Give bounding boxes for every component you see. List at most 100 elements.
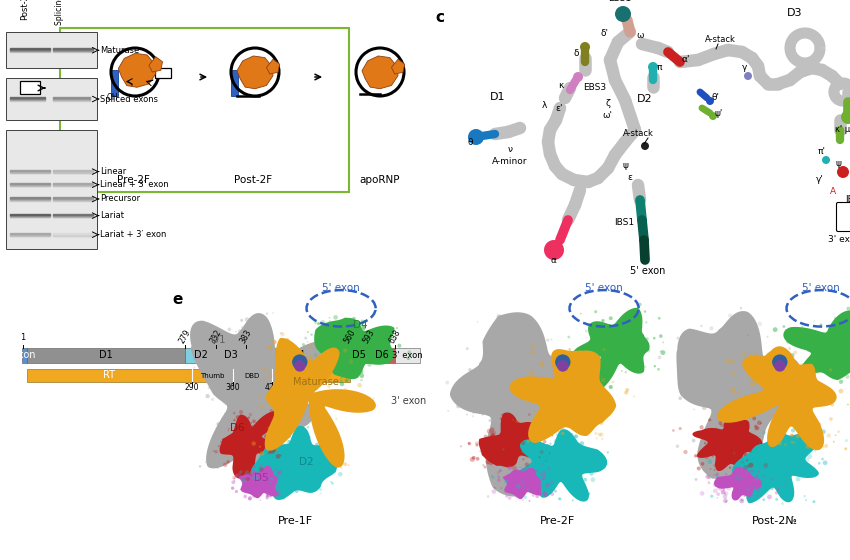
Circle shape bbox=[373, 398, 375, 399]
Circle shape bbox=[736, 477, 739, 479]
Circle shape bbox=[553, 425, 556, 428]
Text: Pre-1F: Pre-1F bbox=[277, 516, 313, 526]
Circle shape bbox=[511, 484, 513, 486]
Text: D6: D6 bbox=[376, 351, 389, 361]
FancyBboxPatch shape bbox=[395, 348, 420, 363]
Circle shape bbox=[220, 441, 222, 443]
Text: 3' exon: 3' exon bbox=[391, 396, 426, 407]
Circle shape bbox=[738, 396, 740, 399]
Circle shape bbox=[251, 477, 254, 479]
Circle shape bbox=[736, 450, 738, 451]
Text: α: α bbox=[551, 256, 557, 265]
Circle shape bbox=[481, 450, 484, 453]
Circle shape bbox=[552, 483, 553, 485]
Circle shape bbox=[533, 470, 537, 474]
Circle shape bbox=[536, 421, 538, 422]
Polygon shape bbox=[264, 338, 376, 468]
Circle shape bbox=[541, 482, 543, 484]
Text: 279: 279 bbox=[178, 328, 193, 344]
Circle shape bbox=[621, 370, 623, 372]
Circle shape bbox=[217, 422, 220, 426]
Circle shape bbox=[272, 340, 276, 344]
Circle shape bbox=[266, 495, 269, 497]
Circle shape bbox=[526, 455, 529, 458]
Circle shape bbox=[276, 363, 278, 365]
Text: ω': ω' bbox=[602, 111, 612, 120]
Text: 383: 383 bbox=[239, 328, 253, 344]
Circle shape bbox=[734, 476, 738, 479]
Circle shape bbox=[243, 478, 246, 480]
Text: 1: 1 bbox=[20, 333, 26, 342]
Circle shape bbox=[195, 326, 199, 332]
Circle shape bbox=[466, 414, 468, 416]
Circle shape bbox=[710, 494, 713, 498]
Circle shape bbox=[753, 353, 757, 357]
Polygon shape bbox=[717, 346, 836, 450]
Circle shape bbox=[737, 470, 740, 472]
Polygon shape bbox=[392, 59, 405, 74]
Circle shape bbox=[520, 469, 524, 473]
Circle shape bbox=[280, 349, 283, 352]
Circle shape bbox=[236, 425, 238, 427]
Circle shape bbox=[275, 494, 277, 497]
Circle shape bbox=[659, 334, 663, 338]
Circle shape bbox=[306, 435, 309, 438]
Circle shape bbox=[713, 464, 717, 467]
Circle shape bbox=[743, 478, 745, 480]
Text: γ: γ bbox=[742, 63, 748, 72]
Circle shape bbox=[601, 319, 604, 322]
Circle shape bbox=[609, 385, 613, 389]
Circle shape bbox=[762, 449, 766, 452]
Circle shape bbox=[286, 442, 288, 444]
Circle shape bbox=[647, 348, 650, 352]
Circle shape bbox=[776, 488, 779, 491]
Circle shape bbox=[513, 472, 518, 477]
Circle shape bbox=[569, 483, 570, 485]
Circle shape bbox=[241, 326, 244, 329]
Circle shape bbox=[601, 438, 603, 440]
Circle shape bbox=[286, 349, 288, 351]
Circle shape bbox=[328, 370, 332, 374]
Circle shape bbox=[760, 482, 762, 484]
Circle shape bbox=[737, 391, 740, 394]
Circle shape bbox=[716, 474, 718, 477]
Circle shape bbox=[320, 370, 322, 372]
Circle shape bbox=[834, 317, 836, 320]
Text: D3: D3 bbox=[224, 351, 238, 361]
Circle shape bbox=[310, 333, 313, 336]
Circle shape bbox=[267, 452, 269, 455]
Circle shape bbox=[541, 377, 545, 381]
Circle shape bbox=[587, 347, 590, 350]
Circle shape bbox=[554, 489, 557, 493]
Circle shape bbox=[297, 417, 299, 418]
Circle shape bbox=[845, 439, 847, 442]
Circle shape bbox=[791, 354, 795, 358]
Circle shape bbox=[234, 478, 235, 479]
Circle shape bbox=[596, 437, 598, 440]
Circle shape bbox=[491, 475, 495, 479]
Circle shape bbox=[753, 496, 757, 501]
Circle shape bbox=[596, 391, 601, 396]
Circle shape bbox=[676, 445, 679, 448]
Circle shape bbox=[678, 427, 682, 430]
Circle shape bbox=[309, 416, 311, 418]
Polygon shape bbox=[479, 413, 544, 468]
Circle shape bbox=[810, 374, 815, 379]
Circle shape bbox=[700, 325, 702, 327]
Circle shape bbox=[252, 441, 256, 446]
Circle shape bbox=[465, 374, 468, 377]
Circle shape bbox=[540, 450, 544, 454]
Circle shape bbox=[268, 346, 272, 350]
Circle shape bbox=[741, 451, 746, 455]
Circle shape bbox=[585, 427, 590, 431]
Circle shape bbox=[248, 473, 252, 476]
Circle shape bbox=[205, 461, 207, 463]
Circle shape bbox=[763, 463, 768, 468]
Circle shape bbox=[716, 472, 719, 476]
Circle shape bbox=[581, 430, 586, 435]
Circle shape bbox=[558, 367, 561, 371]
Circle shape bbox=[803, 495, 806, 497]
Circle shape bbox=[709, 326, 713, 330]
Circle shape bbox=[742, 458, 745, 460]
Circle shape bbox=[633, 354, 636, 357]
